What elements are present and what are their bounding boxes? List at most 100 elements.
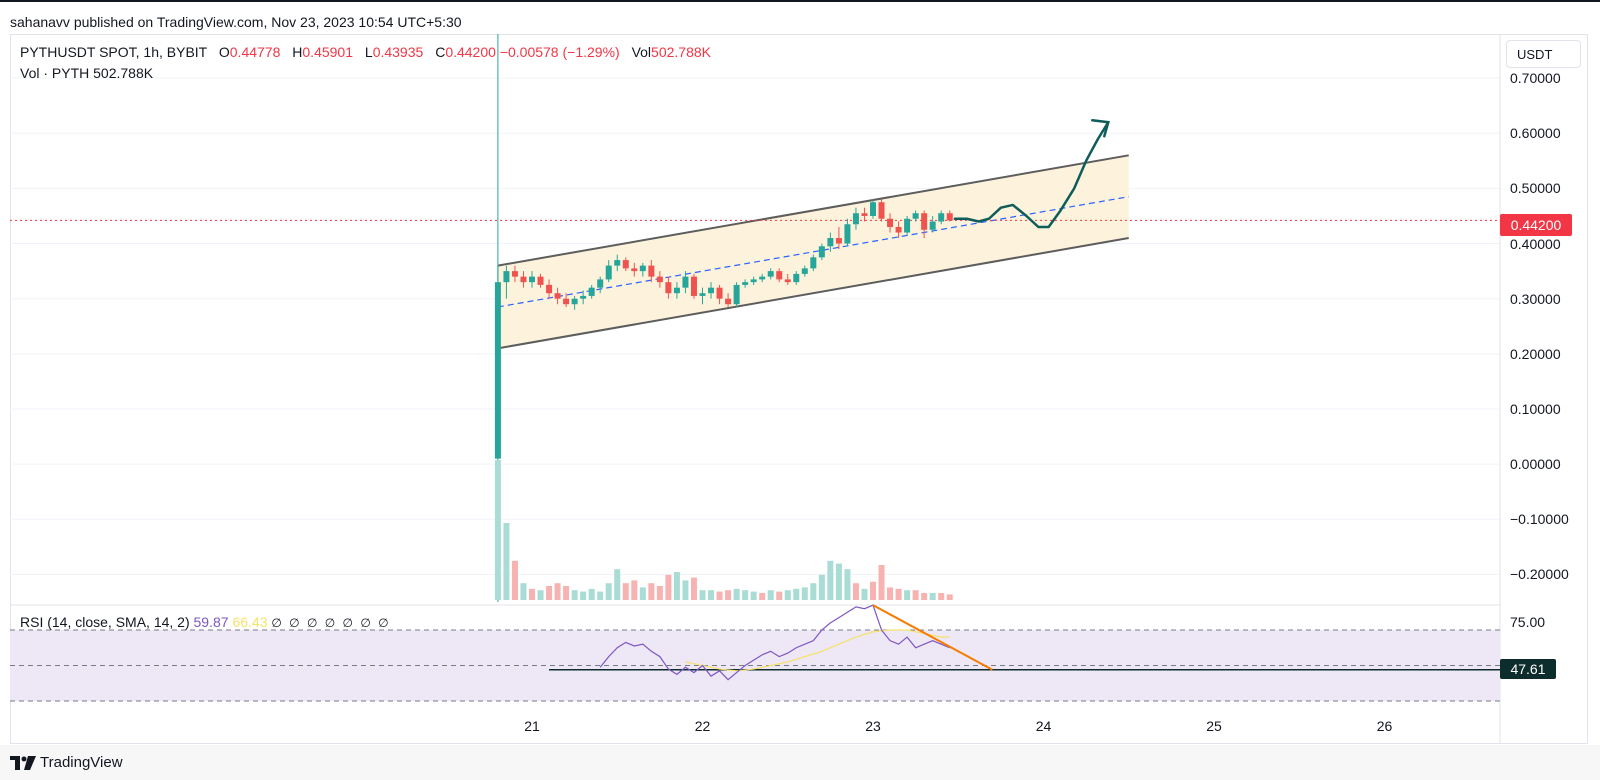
- volume-bar: [648, 583, 655, 600]
- publish-bar: sahanavv published on TradingView.com, N…: [0, 0, 1600, 36]
- price-tick-label: 0.70000: [1510, 70, 1561, 87]
- volume-bar: [912, 590, 919, 600]
- rsi-current-label: 47.61: [1500, 659, 1556, 679]
- currency-button[interactable]: USDT: [1506, 40, 1581, 68]
- tradingview-brand: TradingView: [40, 754, 123, 771]
- volume-bar: [887, 587, 894, 600]
- candle-body: [844, 224, 851, 244]
- volume-bar: [665, 574, 672, 600]
- volume-bar: [852, 583, 859, 600]
- candle-body: [639, 265, 646, 272]
- candle-body: [656, 276, 663, 283]
- volume-bar: [759, 593, 766, 600]
- volume-bar: [605, 583, 612, 600]
- candle-body: [852, 213, 859, 225]
- volume-bar: [554, 583, 561, 600]
- volume-indicator-label[interactable]: Vol · PYTH: [20, 65, 90, 81]
- open-value: 0.44778: [229, 44, 281, 60]
- volume-bar: [614, 569, 621, 600]
- volume-bar: [716, 591, 723, 600]
- volume-bar: [895, 588, 902, 600]
- volume-bar: [588, 588, 595, 600]
- volume-bar: [938, 593, 945, 600]
- price-legend: PYTHUSDT SPOT, 1h, BYBIT O0.44778 H0.459…: [20, 44, 711, 60]
- volume-bar: [870, 581, 876, 600]
- volume-bar: [742, 590, 749, 600]
- time-tick-label: 24: [1035, 718, 1052, 734]
- candle-body: [716, 287, 723, 299]
- rsi-label[interactable]: RSI (14, close, SMA, 14, 2): [20, 614, 190, 630]
- candle-body: [503, 271, 510, 283]
- candle-body: [827, 238, 834, 247]
- volume-bar: [725, 590, 732, 600]
- candle-body: [554, 293, 561, 299]
- candle-body: [921, 213, 928, 230]
- volume-bar: [622, 583, 629, 600]
- symbol-label[interactable]: PYTHUSDT SPOT, 1h, BYBIT: [20, 44, 207, 60]
- candle-body: [759, 276, 766, 280]
- candle-body: [929, 221, 936, 230]
- volume-bar: [529, 588, 535, 600]
- volume-bar: [810, 583, 817, 600]
- close-value: 0.44200: [445, 44, 496, 60]
- candle-body: [742, 282, 749, 285]
- rsi-band: [10, 630, 1500, 701]
- candle-body: [835, 238, 842, 244]
- volume-bar: [784, 590, 791, 600]
- candle-body: [631, 268, 638, 272]
- volume-bar: [946, 594, 953, 600]
- volume-bar: [656, 586, 663, 600]
- candle-body: [520, 276, 527, 283]
- candle-body: [699, 293, 706, 296]
- price-tick-label: −0.10000: [1510, 511, 1569, 528]
- time-tick-label: 21: [524, 718, 540, 734]
- volume-bar: [520, 583, 527, 600]
- volume-bar: [818, 574, 825, 600]
- volume-indicator-value: 502.788K: [93, 65, 154, 81]
- candle-body: [614, 260, 621, 266]
- price-tick-label: 0.50000: [1510, 180, 1561, 197]
- volume-bar: [827, 560, 834, 600]
- price-tick-label: 0.30000: [1510, 290, 1561, 307]
- rsi-trendline: [872, 604, 993, 671]
- chart-frame[interactable]: [10, 34, 1588, 744]
- volume-bar: [503, 523, 510, 600]
- rsi-upper-label: 75.00: [1510, 614, 1546, 630]
- volume-bar: [546, 586, 553, 600]
- candle-body: [904, 218, 911, 233]
- candle-body: [690, 276, 697, 296]
- current-price-label: 0.44200: [1500, 214, 1572, 236]
- volume-bar: [878, 565, 885, 600]
- volume-bar: [750, 591, 757, 600]
- volume-bar: [639, 587, 646, 600]
- candle-body: [571, 298, 578, 305]
- volume-bar: [767, 590, 774, 600]
- volume-bar: [631, 580, 638, 600]
- candle-body: [494, 282, 501, 459]
- publish-info: sahanavv published on TradingView.com, N…: [10, 14, 462, 30]
- volume-bar: [776, 591, 783, 600]
- low-value: 0.43935: [372, 44, 424, 60]
- volume-bar: [793, 588, 800, 600]
- volume-bar: [571, 590, 578, 600]
- volume-bar: [733, 588, 740, 600]
- high-label: H: [292, 44, 303, 60]
- candle-body: [818, 246, 825, 258]
- candle-body: [878, 202, 885, 219]
- candle-body: [605, 265, 612, 280]
- candle-body: [597, 279, 604, 288]
- price-tick-label: 0.20000: [1510, 345, 1561, 362]
- tradingview-logo[interactable]: TradingView: [10, 754, 123, 771]
- candle-body: [793, 273, 800, 283]
- volume-bar: [699, 590, 706, 600]
- volume-bar: [673, 572, 680, 600]
- rsi-na-values: ∅ ∅ ∅ ∅ ∅ ∅ ∅: [271, 616, 391, 630]
- candle-body: [895, 227, 902, 233]
- volume-bar: [929, 593, 936, 600]
- volume-bar: [580, 591, 587, 600]
- projection-arrowhead: [1091, 118, 1110, 138]
- volume-bar: [904, 590, 911, 600]
- high-value: 0.45901: [302, 44, 353, 60]
- volume-bar: [537, 590, 544, 600]
